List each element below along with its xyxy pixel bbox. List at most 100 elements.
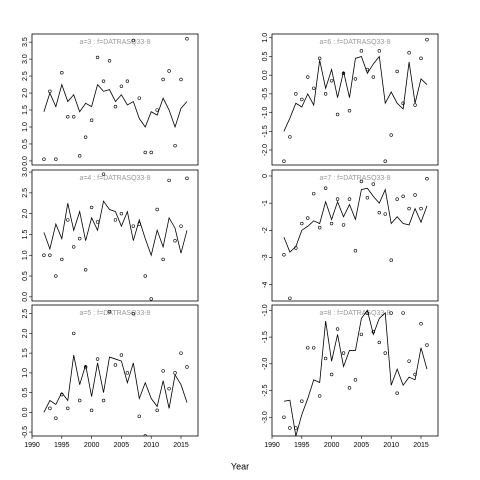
data-point bbox=[395, 391, 399, 395]
data-point bbox=[101, 172, 106, 176]
data-point bbox=[306, 346, 310, 350]
data-point bbox=[377, 340, 381, 345]
x-tick-label: 2010 bbox=[143, 442, 159, 449]
data-point bbox=[54, 416, 58, 420]
data-point bbox=[83, 268, 88, 272]
data-point bbox=[185, 176, 189, 181]
data-point bbox=[113, 363, 118, 367]
y-tick-label: 2.0 bbox=[22, 88, 29, 98]
data-point bbox=[282, 415, 286, 419]
data-point bbox=[401, 194, 405, 199]
data-point bbox=[335, 197, 340, 201]
y-tick-label: -1.5 bbox=[262, 125, 269, 137]
fit-line bbox=[43, 200, 188, 257]
data-point bbox=[66, 406, 70, 411]
data-point bbox=[101, 79, 106, 83]
y-tick-label: 0.5 bbox=[22, 388, 29, 398]
data-point bbox=[95, 220, 100, 224]
data-point bbox=[42, 253, 46, 257]
data-point bbox=[42, 157, 46, 161]
data-point bbox=[143, 150, 147, 155]
data-point bbox=[149, 150, 153, 155]
data-point bbox=[306, 75, 310, 79]
data-point bbox=[425, 176, 429, 181]
y-tick-label: 0 bbox=[262, 174, 269, 178]
data-point bbox=[89, 408, 94, 413]
y-tick-label: -1.0 bbox=[262, 106, 269, 118]
data-point bbox=[300, 97, 304, 102]
data-point bbox=[288, 135, 292, 139]
data-point bbox=[185, 365, 189, 369]
data-point bbox=[407, 51, 411, 55]
y-tick-label: 1.5 bbox=[22, 229, 29, 239]
data-point bbox=[365, 196, 370, 200]
data-point bbox=[288, 296, 292, 300]
data-point bbox=[72, 245, 76, 249]
data-point bbox=[77, 236, 82, 241]
data-point bbox=[407, 206, 411, 211]
x-tick-label: 1990 bbox=[264, 442, 280, 449]
x-tick-label: 2005 bbox=[354, 442, 370, 449]
panel: a=7 : f=DATRASQ33-8 -4 -3 -2 -1 0 bbox=[262, 169, 439, 302]
data-point bbox=[389, 311, 393, 315]
data-point bbox=[401, 311, 405, 315]
y-tick-label: -1 bbox=[262, 200, 269, 206]
y-tick-label: -2 bbox=[262, 227, 269, 233]
x-tick-label: 2015 bbox=[173, 442, 189, 449]
data-point bbox=[173, 238, 177, 243]
y-tick-label: -3 bbox=[262, 254, 269, 260]
panel-title: a=7 : f=DATRASQ33-8 bbox=[319, 175, 390, 182]
y-tick-label: 1.0 bbox=[22, 122, 29, 132]
panel: a=6 : f=DATRASQ33-8 -2.0 -1.5 -1.0 -0.5 0.0 0.… bbox=[262, 33, 439, 166]
data-point bbox=[167, 178, 171, 183]
data-point bbox=[323, 92, 328, 96]
x-tick-label: 2010 bbox=[383, 442, 399, 449]
data-point bbox=[347, 386, 352, 390]
data-point bbox=[143, 274, 147, 278]
data-point bbox=[395, 197, 399, 201]
data-point bbox=[413, 193, 417, 197]
data-point bbox=[48, 406, 52, 411]
data-point bbox=[119, 353, 124, 357]
y-tick-label: -1.0 bbox=[262, 304, 269, 316]
panel-title: a=4 : f=DATRASQ33-8 bbox=[79, 175, 150, 182]
data-point bbox=[43, 437, 46, 440]
y-tick-label: 2.5 bbox=[22, 71, 29, 81]
data-point bbox=[383, 159, 387, 163]
data-point bbox=[131, 38, 136, 43]
data-point bbox=[119, 211, 124, 216]
x-tick-label: 1990 bbox=[24, 442, 40, 449]
data-point bbox=[143, 434, 147, 436]
data-point bbox=[389, 133, 393, 137]
data-point bbox=[294, 92, 298, 96]
data-point bbox=[317, 56, 322, 61]
data-point bbox=[312, 86, 316, 90]
y-tick-label: 1.0 bbox=[22, 250, 29, 260]
data-point bbox=[48, 253, 52, 257]
y-tick-label: 1.5 bbox=[22, 105, 29, 115]
y-tick-label: 1.0 bbox=[262, 33, 269, 43]
x-tick-label: 2000 bbox=[324, 442, 340, 449]
data-point bbox=[54, 274, 58, 278]
data-point bbox=[60, 257, 64, 262]
data-point bbox=[83, 135, 88, 139]
panel-frame bbox=[31, 304, 199, 437]
panel-frame bbox=[31, 33, 199, 166]
panel-frame bbox=[31, 169, 199, 302]
fit-line bbox=[283, 187, 428, 253]
data-point bbox=[371, 75, 376, 79]
data-point bbox=[341, 351, 346, 355]
panel-frame bbox=[271, 33, 439, 166]
panel: a=8 : f=DATRASQ33-8 -3.0 -2.5 -2.0 -1.5 -1.0 1… bbox=[262, 304, 439, 449]
data-point bbox=[401, 101, 405, 105]
data-point bbox=[329, 79, 334, 83]
data-point bbox=[54, 157, 58, 161]
data-point bbox=[119, 84, 124, 88]
data-point bbox=[317, 225, 322, 230]
data-point bbox=[395, 69, 399, 74]
data-point bbox=[353, 77, 358, 81]
y-tick-label: -2.0 bbox=[262, 144, 269, 156]
y-tick-label: -2.5 bbox=[262, 384, 269, 396]
data-point bbox=[377, 49, 381, 53]
